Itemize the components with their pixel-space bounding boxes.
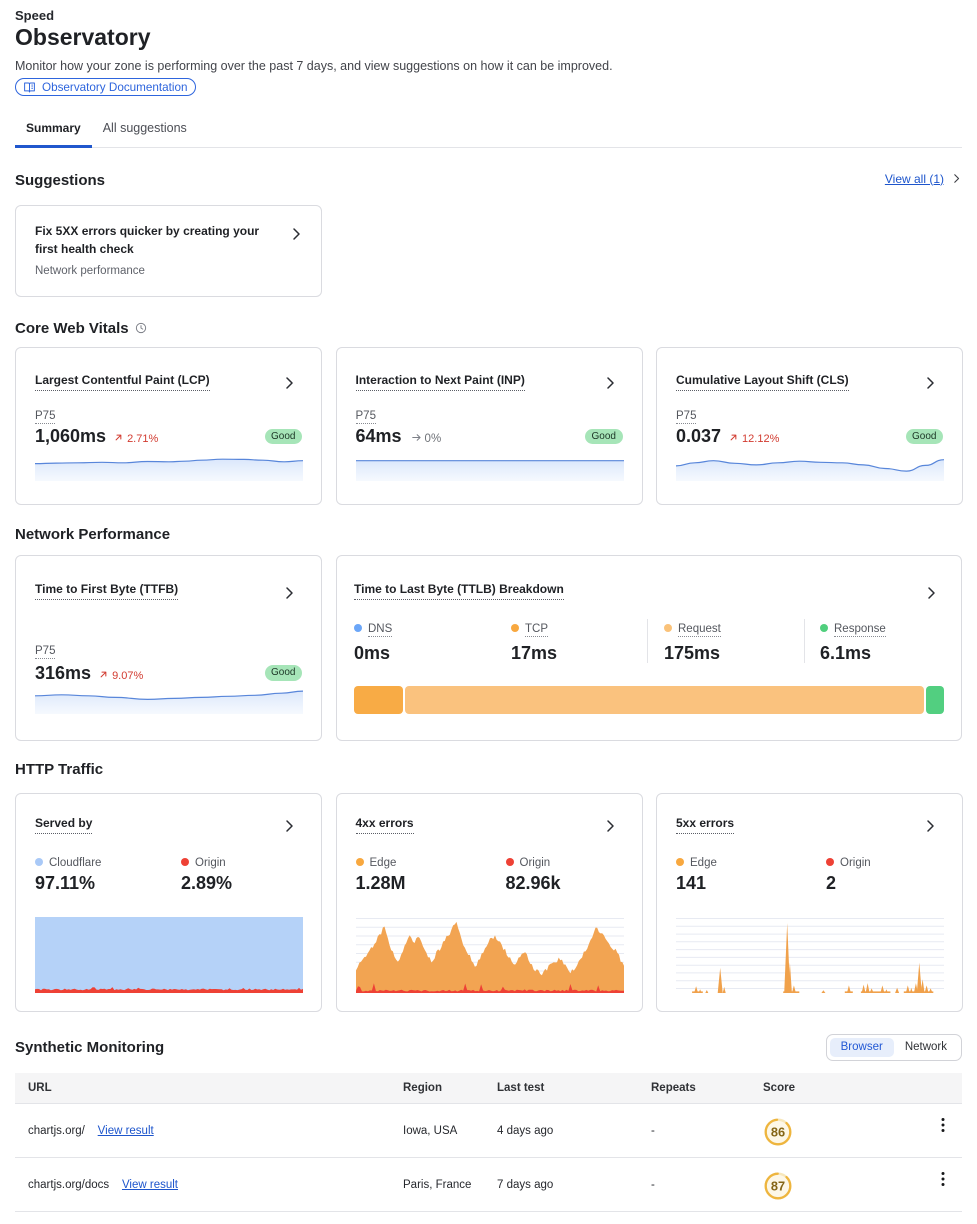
svg-text:86: 86 — [771, 1124, 785, 1139]
svg-text:87: 87 — [771, 1178, 785, 1193]
